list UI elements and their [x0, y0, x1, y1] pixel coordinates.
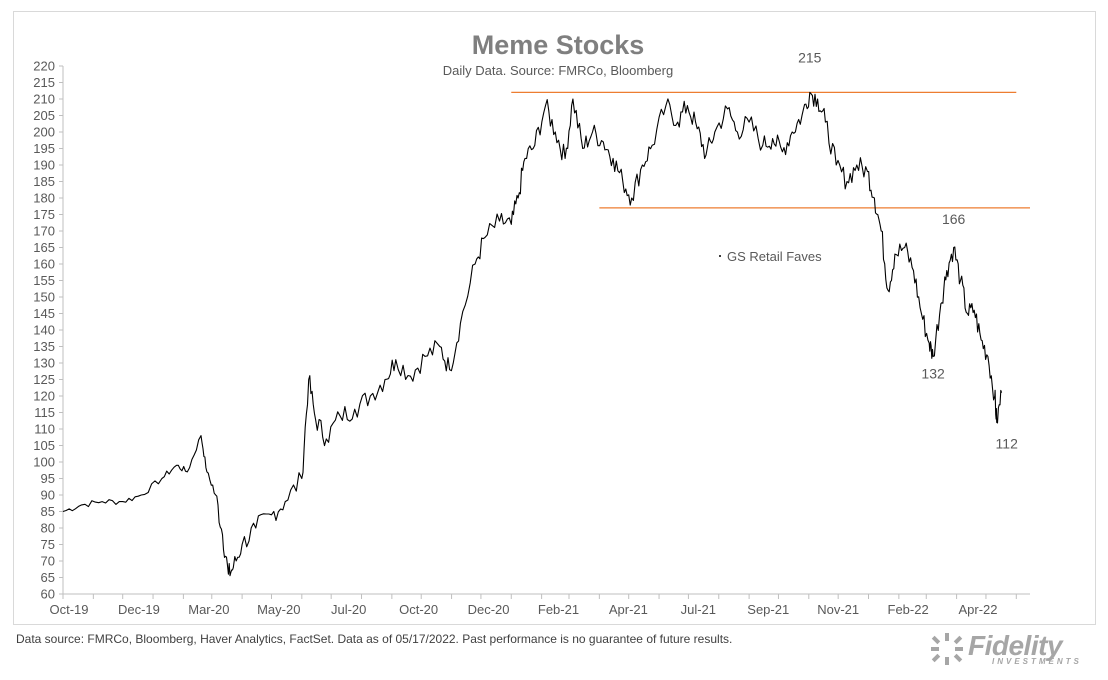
x-tick-label: Apr-21 [609, 602, 648, 617]
y-tick-label: 125 [33, 372, 55, 387]
logo-subtext: INVESTMENTS [992, 657, 1082, 666]
y-tick-label: 190 [33, 158, 55, 173]
y-tick-label: 195 [33, 141, 55, 156]
x-tick-label: Sep-21 [747, 602, 789, 617]
y-tick-label: 115 [34, 405, 55, 420]
y-tick-label: 200 [33, 125, 55, 140]
x-tick-label: Feb-21 [538, 602, 579, 617]
x-tick-label: May-20 [257, 602, 300, 617]
data-annotation: 166 [942, 211, 966, 227]
annotations: 215 166 132 112 [798, 50, 1018, 452]
y-tick-label: 70 [41, 554, 55, 569]
series-line [62, 91, 1003, 577]
y-tick-label: 140 [33, 323, 55, 338]
fidelity-logo: Fidelity INVESTMENTS [930, 630, 1095, 670]
legend-marker [719, 255, 721, 257]
chart-title: Meme Stocks [472, 30, 645, 60]
x-tick-label: Feb-22 [888, 602, 929, 617]
y-tick-label: 205 [33, 108, 55, 123]
y-tick-label: 175 [33, 207, 55, 222]
x-tick-label: Oct-19 [49, 602, 88, 617]
y-tick-label: 105 [33, 438, 55, 453]
y-tick-label: 130 [33, 356, 55, 371]
x-tick-label: Jul-20 [331, 602, 366, 617]
y-tick-label: 90 [41, 488, 55, 503]
y-tick-label: 135 [33, 339, 55, 354]
y-tick-label: 75 [41, 537, 55, 552]
y-tick-label: 160 [33, 257, 55, 272]
y-tick-label: 185 [33, 174, 55, 189]
chart-frame [13, 11, 1096, 625]
y-tick-label: 110 [34, 422, 55, 437]
x-tick-label: Dec-20 [468, 602, 510, 617]
y-tick-label: 100 [33, 455, 55, 470]
x-tick-label: Jul-21 [681, 602, 716, 617]
x-tick-label: Apr-22 [959, 602, 998, 617]
y-tick-label: 120 [33, 389, 55, 404]
x-tick-label: Nov-21 [817, 602, 859, 617]
y-tick-label: 215 [33, 75, 55, 90]
y-tick-label: 95 [41, 471, 55, 486]
y-tick-label: 170 [33, 224, 55, 239]
y-tick-label: 145 [33, 306, 55, 321]
data-annotation: 112 [996, 435, 1019, 451]
y-tick-label: 220 [33, 59, 55, 74]
x-tick-label: Mar-20 [188, 602, 229, 617]
y-tick-label: 150 [33, 290, 55, 305]
x-tick-label: Oct-20 [399, 602, 438, 617]
x-axis: Oct-19 Dec-19 Mar-20 May-20 Jul-20 Oct-20 Dec-… [49, 593, 1030, 617]
y-tick-label: 80 [41, 521, 55, 536]
reference-lines [511, 91, 1030, 209]
series-layer [62, 91, 1003, 577]
y-tick-label: 165 [33, 240, 55, 255]
fidelity-mark-icon [931, 633, 963, 665]
legend: GS Retail Faves [719, 249, 822, 264]
y-tick-label: 155 [33, 273, 55, 288]
logo-wordmark: Fidelity [968, 630, 1063, 661]
y-tick-label: 210 [33, 92, 55, 107]
y-tick-label: 60 [41, 587, 55, 602]
y-tick-label: 65 [41, 570, 55, 585]
chart-subtitle: Daily Data. Source: FMRCo, Bloomberg [443, 63, 673, 78]
footnote: Data source: FMRCo, Bloomberg, Haver Ana… [16, 632, 733, 646]
x-tick-label: Dec-19 [118, 602, 160, 617]
y-tick-label: 85 [41, 504, 55, 519]
data-annotation: 215 [798, 50, 822, 66]
legend-label: GS Retail Faves [727, 249, 822, 264]
y-tick-label: 180 [33, 191, 55, 206]
data-annotation: 132 [921, 365, 945, 381]
